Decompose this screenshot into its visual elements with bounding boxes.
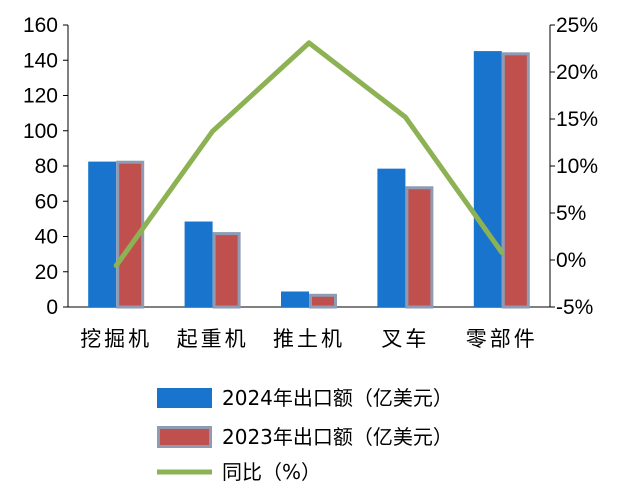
y-left-tick-label: 160 <box>23 14 58 37</box>
bar-2024 <box>473 51 502 308</box>
bar-2024 <box>377 168 406 307</box>
y-right-tick-label: -5% <box>556 296 593 319</box>
bar-2024 <box>88 161 117 307</box>
y-left-tick-label: 100 <box>23 120 58 143</box>
y-left-tick-label: 60 <box>35 190 58 213</box>
x-category-label: 叉车 <box>381 327 429 351</box>
y-left-tick-label: 80 <box>35 155 58 178</box>
yoy-line-path <box>113 40 505 269</box>
x-category-label: 起重机 <box>177 327 249 351</box>
y-left-tick-label: 40 <box>35 226 58 249</box>
y-right-tick-label: 5% <box>556 202 586 225</box>
legend-label-yoy: 同比（%） <box>222 460 321 484</box>
x-category-label: 零部件 <box>466 327 538 351</box>
x-category-label: 挖掘机 <box>80 327 152 351</box>
yoy-line <box>113 40 505 269</box>
y-right-tick-label: 20% <box>556 61 598 84</box>
bar-2023 <box>405 186 434 309</box>
bar-2024 <box>184 221 213 307</box>
x-category-label: 推土机 <box>273 327 345 351</box>
y-right-tick-label: 10% <box>556 155 598 178</box>
legend-label-2024: 2024年出口额（亿美元） <box>222 386 453 410</box>
bars <box>88 51 530 309</box>
bar-2024 <box>281 291 309 307</box>
y-right-tick-label: 25% <box>556 14 598 37</box>
bar-2023 <box>309 293 337 309</box>
legend-swatch-2024 <box>157 388 212 408</box>
legend: 2024年出口额（亿美元） 2023年出口额（亿美元） 同比（%） <box>157 386 453 484</box>
bar-2023 <box>501 52 530 309</box>
y-right-tick-label: 15% <box>556 108 598 131</box>
legend-swatch-2023 <box>157 426 212 448</box>
y-left-tick-label: 0 <box>46 296 58 319</box>
tick-labels: 0 20 40 60 80 100 120 140 160 -5% 0% 5% 10% 15% 20% 25%… <box>23 14 598 351</box>
legend-label-2023: 2023年出口额（亿美元） <box>222 425 453 449</box>
bar-2023 <box>212 232 241 309</box>
y-right-tick-label: 0% <box>556 249 586 272</box>
y-left-tick-label: 140 <box>23 49 58 72</box>
y-left-tick-label: 20 <box>35 261 58 284</box>
y-left-tick-label: 120 <box>23 85 58 108</box>
